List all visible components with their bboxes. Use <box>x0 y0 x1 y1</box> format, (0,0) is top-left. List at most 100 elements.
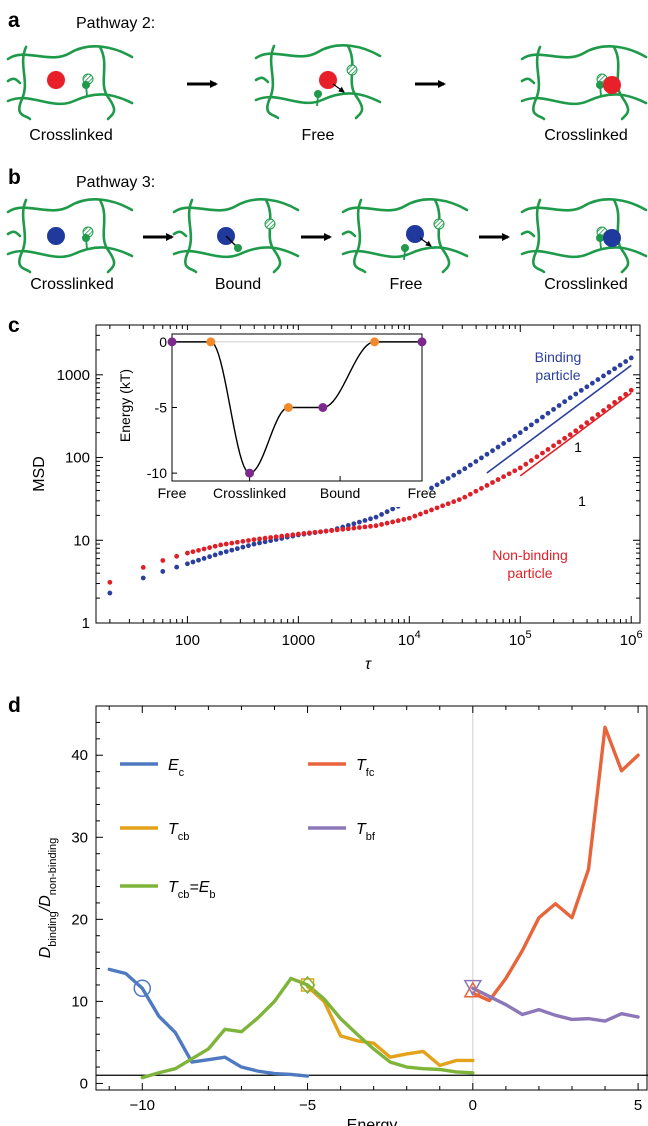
data-point <box>362 524 368 530</box>
state-label: Crosslinked <box>30 276 114 293</box>
crosslinker-head <box>314 90 322 98</box>
data-point <box>440 503 445 509</box>
data-point <box>251 537 257 542</box>
data-point <box>612 400 617 405</box>
data-point <box>373 514 379 520</box>
network-filament <box>184 198 198 274</box>
crosslinker-site <box>433 218 445 230</box>
network-filament <box>532 198 546 274</box>
data-point <box>628 387 634 393</box>
crosslinker-head <box>596 81 604 89</box>
legend-entry: Tbf <box>308 821 376 843</box>
network-filament <box>172 246 300 259</box>
data-point <box>451 499 457 505</box>
data-point <box>517 430 523 436</box>
inset-x-tick-label: Free <box>158 485 187 501</box>
data-point <box>479 485 484 491</box>
series-ec <box>107 967 310 1078</box>
network-cell <box>6 45 134 121</box>
data-point <box>578 424 584 430</box>
x-tick-label: 106 <box>620 629 643 649</box>
data-point <box>223 549 229 555</box>
x-tick-label: −5 <box>299 1097 316 1114</box>
pathway-2-label: Pathway 2: <box>76 15 155 32</box>
data-point <box>351 521 357 527</box>
x-tick-label: 5 <box>634 1097 642 1114</box>
data-point <box>601 408 606 413</box>
pathway-3-schematic <box>6 198 648 274</box>
slope-line <box>486 364 632 474</box>
crosslinker-head <box>82 81 90 89</box>
data-point <box>534 418 540 424</box>
data-point <box>551 443 556 449</box>
data-point <box>384 509 390 515</box>
plot-frame <box>95 324 641 624</box>
data-point <box>506 471 512 477</box>
y-axis-label: MSD <box>31 456 48 492</box>
blue-particle <box>47 227 65 245</box>
energy-state-marker <box>167 337 177 347</box>
data-point <box>229 540 235 546</box>
y-tick-label: 10 <box>73 532 90 549</box>
panel-letter-c: c <box>8 314 20 337</box>
panel-c: c 100 1000 104 105 1061101001000τMSDBindingp… <box>8 314 643 673</box>
network-filament <box>254 92 382 105</box>
red-particle <box>603 76 621 94</box>
data-point <box>595 412 601 417</box>
network-filament <box>6 246 134 259</box>
x-tick-label: 1000 <box>282 632 315 649</box>
data-point <box>534 454 540 460</box>
data-point <box>212 543 218 549</box>
data-point <box>556 403 562 408</box>
network-filament <box>520 246 648 259</box>
energy-state-marker <box>283 403 293 412</box>
legend-label: Tcb=Eb <box>168 879 216 901</box>
legend-entry: Tfc <box>308 757 375 779</box>
data-point <box>506 437 512 443</box>
data-point <box>284 533 290 538</box>
data-point <box>234 539 240 545</box>
data-point <box>207 554 213 560</box>
data-point <box>484 483 490 488</box>
data-point <box>340 526 346 532</box>
network-cell <box>6 198 134 274</box>
network-cell <box>172 198 300 274</box>
data-point <box>401 517 407 522</box>
data-point <box>279 533 285 539</box>
series-tcb <box>305 984 475 1068</box>
non-binding-label: Non-binding <box>492 547 568 563</box>
data-point <box>257 540 262 546</box>
data-point <box>160 558 166 563</box>
data-point <box>356 519 362 525</box>
data-point <box>218 542 224 548</box>
data-point <box>246 543 251 549</box>
state-label: Crosslinked <box>544 276 628 293</box>
legend-label: Ec <box>168 757 185 779</box>
data-point <box>456 469 462 475</box>
series-tcb-eb <box>140 976 475 1080</box>
binding-label: Binding <box>535 349 582 365</box>
x-tick-label: 0 <box>469 1097 477 1114</box>
motion-arrow <box>332 83 345 93</box>
inset-x-tick-label: Bound <box>320 485 360 501</box>
energy-inset: 0 -5 -10 Free Crosslinked Bound Free Energy (kT… <box>117 330 437 507</box>
data-point <box>262 535 268 541</box>
blue-particle <box>406 225 424 243</box>
energy-state-marker <box>245 468 255 478</box>
data-point <box>473 488 479 494</box>
legend-label: Tcb <box>168 821 189 843</box>
data-point <box>223 541 229 547</box>
data-point <box>334 527 340 533</box>
inset-y-tick-label: -5 <box>155 400 168 416</box>
data-point <box>567 432 573 438</box>
red-particle <box>47 71 65 89</box>
data-point <box>567 395 573 401</box>
data-point <box>512 468 518 474</box>
y-tick-label: 100 <box>65 450 90 467</box>
series-tbf <box>471 986 640 1023</box>
data-point <box>628 355 634 361</box>
network-filament <box>532 45 546 121</box>
data-point <box>595 377 601 382</box>
state-label: Crosslinked <box>29 127 113 144</box>
energy-state-marker <box>417 337 427 347</box>
